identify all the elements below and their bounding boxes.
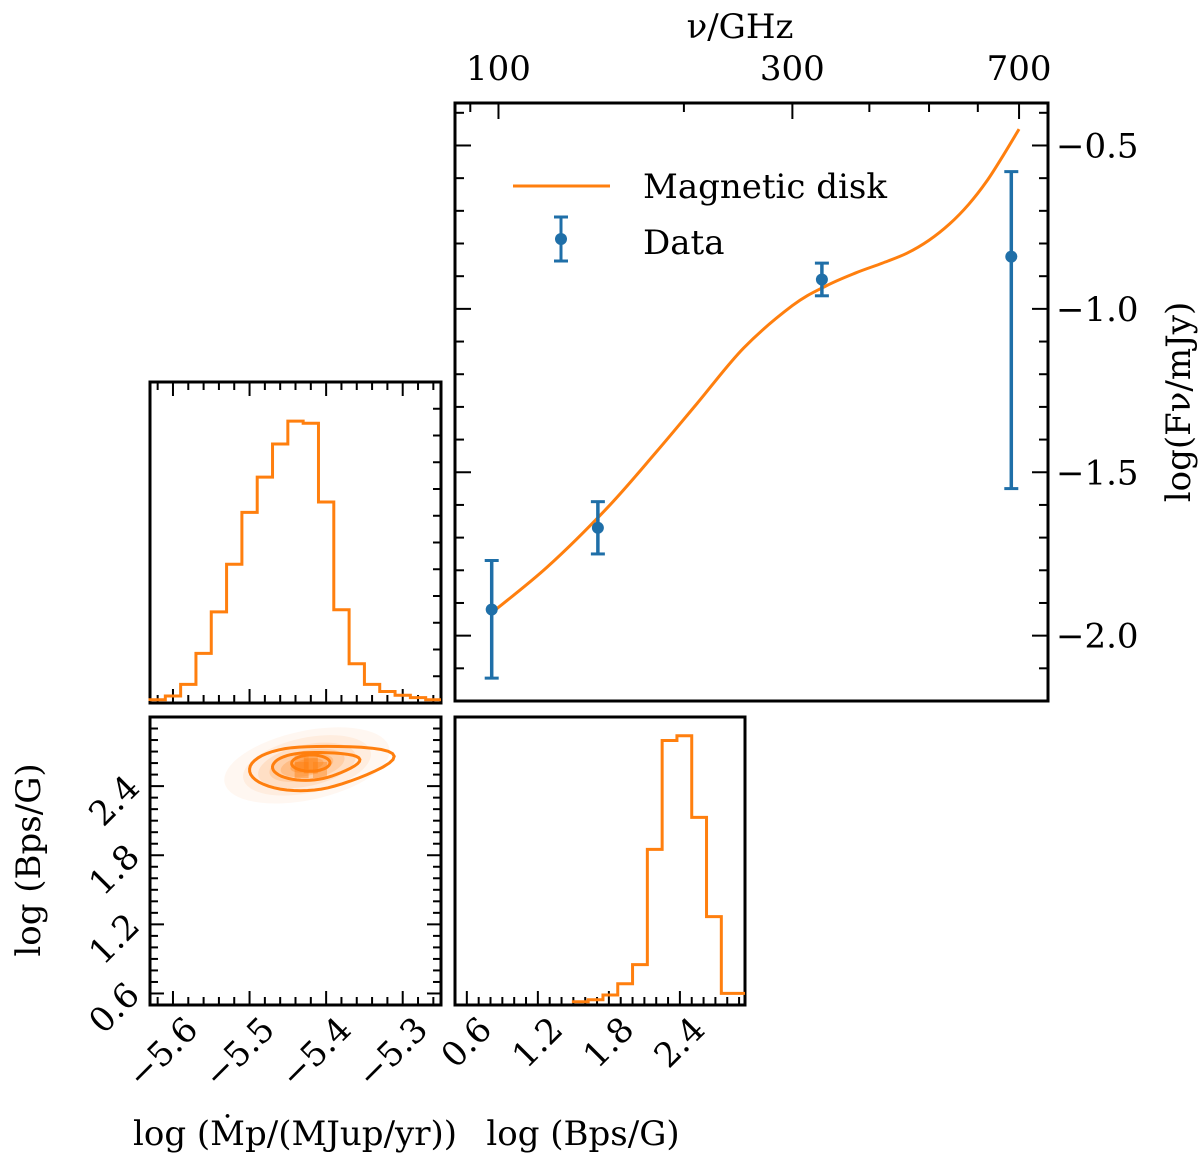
joint-contour-panel: −5.6−5.5−5.4−5.3 0.61.21.82.4 log (Ṁp/(M… (9, 715, 457, 1154)
sed-axes-frame (453, 101, 1050, 703)
density-core-cell (303, 757, 318, 774)
joint-x-tick-label: −5.5 (196, 1009, 283, 1096)
joint-ticks (150, 727, 441, 1006)
data-point (590, 500, 605, 556)
bps-x-tick-label: 0.6 (434, 1009, 501, 1076)
data-marker (485, 603, 498, 616)
bps-x-axis-label: log (Bps/G) (486, 1114, 679, 1154)
contour-middle (270, 751, 362, 782)
joint-x-tick-label: −5.3 (349, 1009, 436, 1096)
sed-top-tick-label: 300 (760, 49, 825, 89)
joint-y-tick-label: 1.8 (81, 837, 148, 904)
sed-y-tick-labels: −0.5 −1.0 −1.5 −2.0 (1056, 126, 1139, 656)
sed-y-tick-label: −1.5 (1056, 453, 1139, 493)
joint-y-tick-label: 2.4 (81, 768, 148, 835)
mdot-hist-step (148, 419, 441, 702)
data-marker (1005, 250, 1018, 263)
density-core-cell (313, 761, 328, 778)
mdot-hist-axes-frame (148, 380, 443, 705)
contour-inner (290, 753, 332, 773)
contour-outer (248, 744, 396, 793)
sed-y-tick-label: −1.0 (1056, 290, 1139, 330)
model-curve-magnetic-disk (490, 128, 1021, 614)
data-marker (591, 521, 604, 534)
bps-hist-axes-frame (453, 715, 747, 1007)
sed-panel: ν/GHz 100 300 700 −0.5 −1.0 −1.5 −2.0 log(Fν/… (453, 7, 1199, 703)
sed-y-tick-label: −2.0 (1056, 617, 1139, 657)
sed-series (484, 128, 1021, 680)
bps-x-tick-label: 2.4 (647, 1009, 714, 1076)
joint-y-tick-label: 0.6 (81, 975, 148, 1042)
sed-top-axis-label: ν/GHz (687, 7, 794, 47)
data-point (1004, 170, 1019, 491)
legend-data-marker (554, 215, 568, 263)
data-point (814, 261, 829, 298)
joint-y-tick-labels: 0.61.21.82.4 (81, 768, 148, 1042)
joint-x-axis-label: log (Ṁp/(MJup/yr)) (133, 1114, 457, 1154)
density-core-cell (294, 752, 309, 769)
density-core-cell (294, 761, 309, 778)
joint-contours (248, 744, 396, 793)
joint-y-axis-label: log (Bps/G) (9, 763, 49, 956)
sed-top-tick-labels: 100 300 700 (466, 49, 1051, 89)
bps-x-tick-label: 1.8 (576, 1009, 643, 1076)
joint-x-tick-label: −5.4 (273, 1009, 360, 1096)
sed-ticks (455, 103, 1048, 702)
bps-histogram-panel: 0.6 1.2 1.8 2.4 log (Bps/G) (434, 715, 747, 1154)
legend-label-data: Data (643, 223, 724, 263)
mdot-histogram-panel (148, 380, 443, 705)
data-point (484, 558, 499, 680)
data-marker (815, 273, 828, 286)
joint-x-tick-labels: −5.6−5.5−5.4−5.3 (120, 1009, 436, 1096)
bps-x-tick-labels: 0.6 1.2 1.8 2.4 (434, 1009, 714, 1076)
sed-y-tick-label: −0.5 (1056, 126, 1139, 166)
bps-hist-step (571, 734, 745, 1004)
sed-y-axis-label: log(Fν/mJy) (1159, 302, 1199, 502)
joint-x-tick-label: −5.6 (120, 1009, 207, 1096)
joint-y-tick-label: 1.2 (81, 906, 148, 973)
bps-hist-ticks (454, 991, 741, 1005)
sed-top-tick-label: 700 (987, 49, 1052, 89)
sed-legend: Magnetic disk Data (513, 167, 887, 263)
legend-label-model: Magnetic disk (643, 167, 887, 207)
sed-top-tick-label: 100 (466, 49, 531, 89)
mdot-hist-ticks (156, 382, 441, 703)
legend-data-dot (555, 233, 567, 245)
bps-x-tick-label: 1.2 (505, 1009, 572, 1076)
